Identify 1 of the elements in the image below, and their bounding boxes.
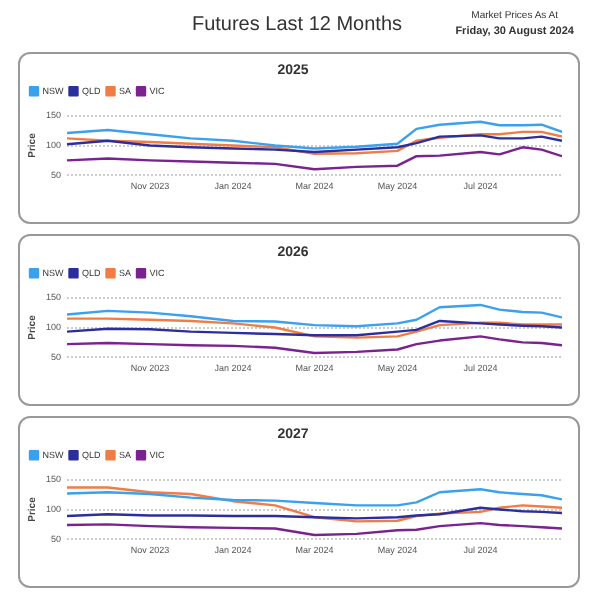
text: Futures Last 12 Months <box>191 14 403 36</box>
